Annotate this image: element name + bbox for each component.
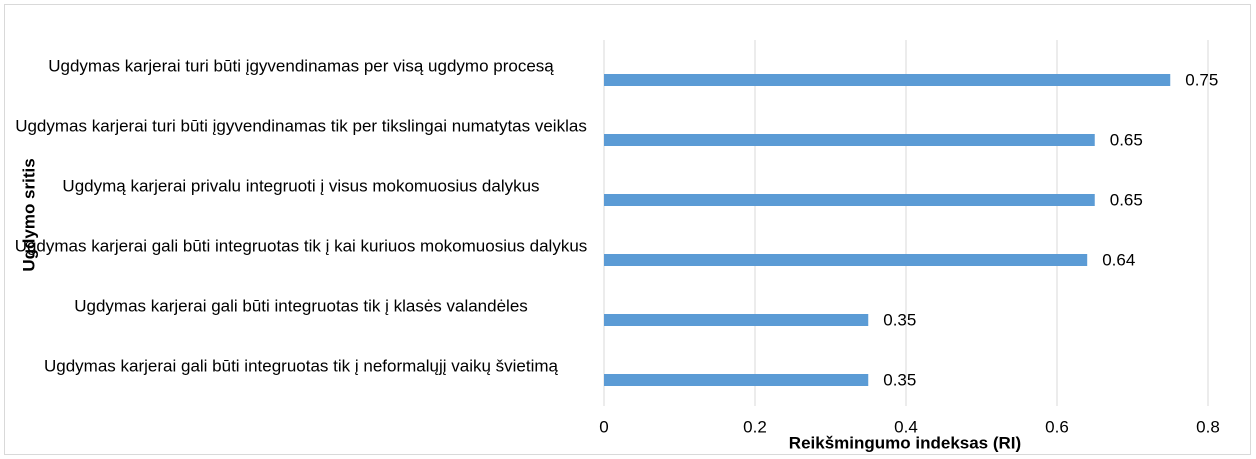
x-tick-label: 0.4 <box>894 417 918 436</box>
bar <box>604 194 1095 206</box>
bar <box>604 314 869 326</box>
y-tick-label: Ugdymas karjerai gali būti integruotas t… <box>74 296 528 316</box>
x-tick-label: 0.2 <box>743 417 767 436</box>
y-tick-label: Ugdymą karjerai privalu integruoti į vis… <box>62 176 540 196</box>
y-axis-title: Ugdymo sritis <box>19 158 38 271</box>
value-label: 0.75 <box>1185 70 1218 89</box>
bar <box>604 74 1171 86</box>
chart-border <box>4 4 1251 455</box>
bar <box>604 254 1088 266</box>
x-tick-label: 0.6 <box>1045 417 1069 436</box>
bar <box>604 374 869 386</box>
y-tick-label: Ugdymas karjerai turi būti įgyvendinamas… <box>48 56 554 76</box>
bar <box>604 134 1095 146</box>
x-tick-label: 0.8 <box>1196 417 1220 436</box>
y-tick-label: Ugdymas karjerai turi būti įgyvendinamas… <box>15 116 587 136</box>
value-label: 0.65 <box>1110 190 1143 209</box>
y-tick-label: Ugdymas karjerai gali būti integruotas t… <box>14 236 588 256</box>
value-label: 0.35 <box>883 310 916 329</box>
y-tick-label: Ugdymas karjerai gali būti integruotas t… <box>44 356 558 376</box>
value-label: 0.64 <box>1102 250 1135 269</box>
x-tick-label: 0 <box>599 417 608 436</box>
value-label: 0.65 <box>1110 130 1143 149</box>
value-label: 0.35 <box>883 370 916 389</box>
x-axis-title: Reikšmingumo indeksas (RI) <box>789 433 1021 452</box>
